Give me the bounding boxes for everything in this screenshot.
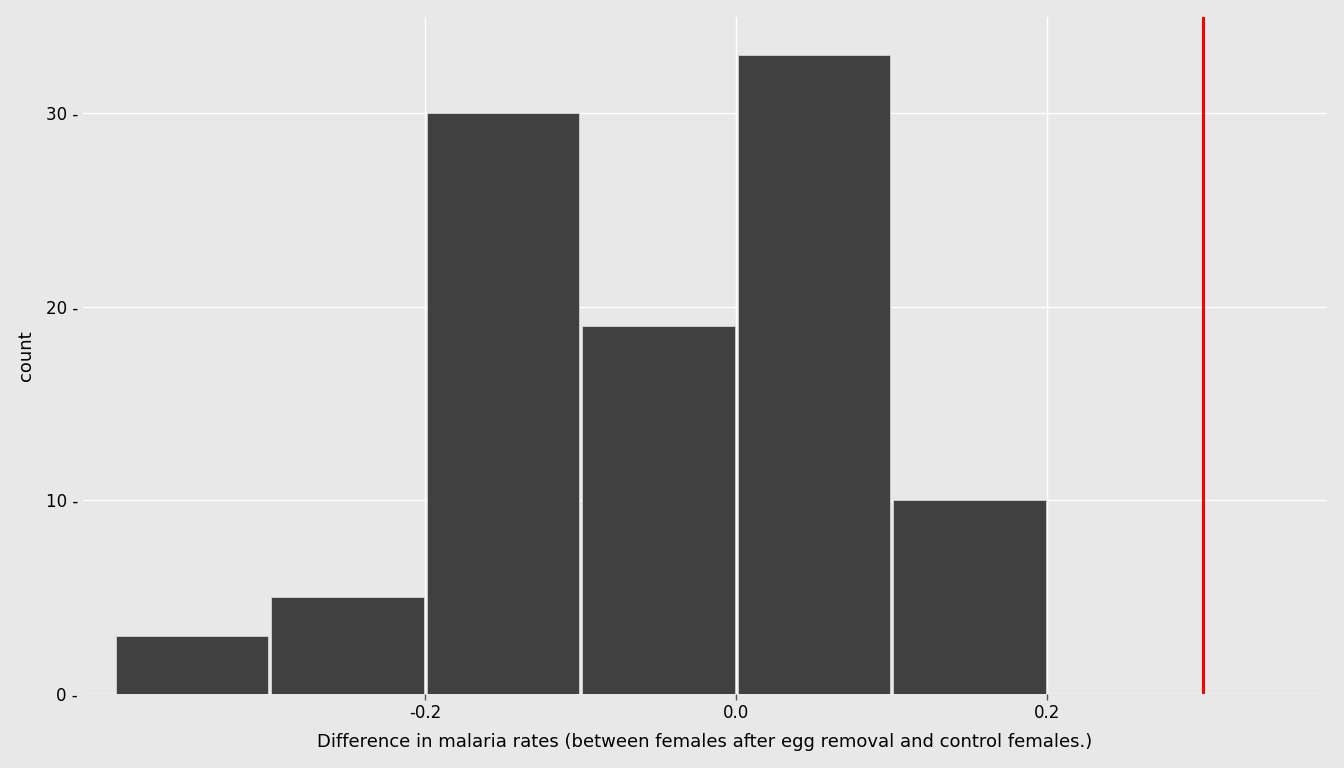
Bar [426, 114, 579, 694]
X-axis label: Difference in malaria rates (between females after egg removal and control femal: Difference in malaria rates (between fem… [317, 733, 1093, 751]
Y-axis label: count: count [16, 330, 35, 381]
Bar [894, 500, 1046, 694]
Bar [582, 326, 735, 694]
Bar [738, 55, 890, 694]
Bar [271, 597, 423, 694]
Bar [116, 636, 267, 694]
